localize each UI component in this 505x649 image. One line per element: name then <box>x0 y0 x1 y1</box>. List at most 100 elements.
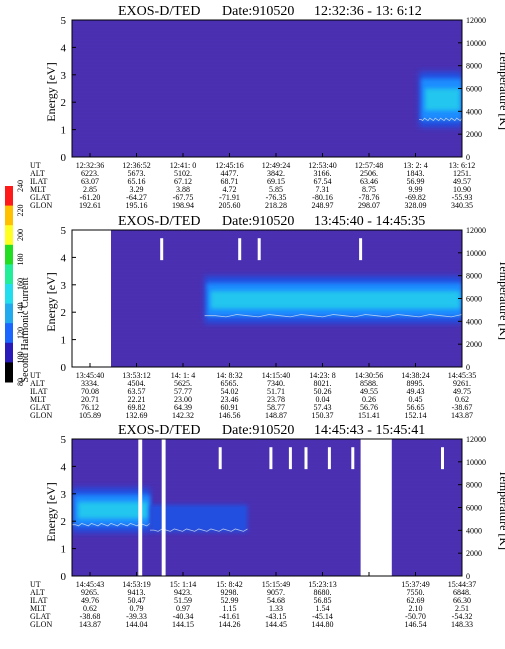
row-value-mlt: 23.46 <box>221 395 239 404</box>
colorbar-label: Second Harmonic Current <box>20 277 31 382</box>
row-value-ut: 14:45:43 <box>76 580 104 589</box>
row-value-mlt: 1.54 <box>316 604 330 613</box>
colorbar-tick-label: 180 <box>16 254 25 266</box>
row-value-alt: 8021. <box>314 379 332 388</box>
colorbar-swatch <box>5 323 13 344</box>
row-value-ilat: 51.59 <box>174 596 192 605</box>
colorbar-swatch <box>5 264 13 285</box>
energy-tick-label: 1 <box>61 335 67 347</box>
energy-tick-label: 2 <box>61 516 67 528</box>
row-label-ilat: ILAT <box>30 387 47 396</box>
energy-tick-label: 0 <box>61 362 67 374</box>
row-value-ilat: 52.99 <box>221 596 239 605</box>
plot-area <box>72 230 462 367</box>
energy-tick-label: 4 <box>61 461 67 473</box>
row-label-ut: UT <box>30 161 41 170</box>
row-value-glat: -38.68 <box>80 612 101 621</box>
temperature-tick-label: 10000 <box>466 39 486 48</box>
energy-tick-label: 2 <box>61 307 67 319</box>
panel-2-y2label: Temperature [K] <box>497 260 505 340</box>
panel-3-date: Date:910520 <box>222 423 294 438</box>
row-value-alt: 6223. <box>81 169 99 178</box>
row-value-glon: 218.28 <box>265 201 287 210</box>
colorbar-tick-label: 160 <box>16 278 25 290</box>
row-value-alt: 8995. <box>407 379 425 388</box>
row-value-ut: 12:45:16 <box>215 161 243 170</box>
row-value-glon: 248.97 <box>312 201 334 210</box>
row-value-ut: 13:45:40 <box>76 371 104 380</box>
energy-tick-label: 2 <box>61 97 67 109</box>
temperature-tick-label: 12000 <box>466 435 486 444</box>
row-label-ut: UT <box>30 580 41 589</box>
temperature-tick-label: 8000 <box>466 481 482 490</box>
row-value-glon: 146.56 <box>219 411 241 420</box>
data-gap <box>138 439 143 576</box>
energy-tick-label: 5 <box>61 434 67 446</box>
row-value-alt: 3166. <box>314 169 332 178</box>
row-label-glon: GLON <box>30 620 52 629</box>
row-value-mlt: 2.10 <box>409 604 423 613</box>
row-value-ilat: 56.85 <box>314 596 332 605</box>
data-gap <box>72 230 111 367</box>
plot-area <box>72 20 462 154</box>
row-value-ilat: 50.47 <box>128 596 146 605</box>
row-value-ilat: 49.76 <box>81 596 99 605</box>
energy-tick-label: 3 <box>61 70 67 82</box>
row-value-glat: -69.82 <box>405 193 426 202</box>
row-value-mlt: 23.00 <box>174 395 192 404</box>
energy-tick-label: 4 <box>61 42 67 54</box>
temperature-tick-label: 10000 <box>466 458 486 467</box>
row-value-mlt: 23.78 <box>267 395 285 404</box>
row-value-ut: 12:32:36 <box>76 161 104 170</box>
colorbar-swatch <box>5 186 13 207</box>
temperature-trace <box>150 528 248 532</box>
row-value-ut: 15:15:49 <box>262 580 290 589</box>
panel-3-ephemeris-table: UT 14:45:43 14:53:19 15: 1:14 15: 8:42 15:15:… <box>30 580 476 629</box>
row-label-mlt: MLT <box>30 185 46 194</box>
row-value-ilat: 67.54 <box>314 177 332 186</box>
row-value-ut: 12:36:52 <box>122 161 150 170</box>
row-value-ilat: 63.07 <box>81 177 99 186</box>
row-value-glat: -76.35 <box>266 193 287 202</box>
data-spike <box>441 447 444 470</box>
row-value-ut: 15:23:13 <box>308 580 336 589</box>
row-value-glon: 105.89 <box>79 411 101 420</box>
row-value-mlt: 3.88 <box>176 185 190 194</box>
panel-3-range: 14:45:43 - 15:45:41 <box>314 423 425 438</box>
row-value-glat: -55.93 <box>452 193 473 202</box>
row-value-ilat: 49.43 <box>407 387 425 396</box>
panel-2-ephemeris-table: UT 13:45:40 13:53:12 14: 1: 4 14: 8:32 14:15:… <box>30 371 476 420</box>
row-value-alt: 3334. <box>81 379 99 388</box>
energy-tick-label: 5 <box>61 15 67 27</box>
row-value-ut: 14:23: 8 <box>309 371 335 380</box>
row-value-ut: 12:41: 0 <box>170 161 196 170</box>
row-value-glat: -80.16 <box>312 193 333 202</box>
plot-area <box>72 439 462 576</box>
row-value-alt: 8588. <box>360 379 378 388</box>
colorbar-swatch <box>5 303 13 324</box>
row-value-ut: 14: 1: 4 <box>171 371 195 380</box>
colorbar-tick-label: 240 <box>16 180 25 192</box>
panel-1-ephemeris-table: UT 12:32:36 12:36:52 12:41: 0 12:45:16 12:49:… <box>30 161 475 210</box>
row-value-mlt: 0.62 <box>83 604 97 613</box>
row-label-ilat: ILAT <box>30 177 47 186</box>
row-value-ut: 15:37:49 <box>401 580 429 589</box>
energy-tick-label: 4 <box>61 252 67 264</box>
panel-1-date: Date:910520 <box>222 4 294 19</box>
colorbar-swatches <box>5 186 13 383</box>
temperature-tick-label: 2000 <box>466 340 482 349</box>
row-label-ilat: ILAT <box>30 596 47 605</box>
row-value-alt: 5673. <box>128 169 146 178</box>
energy-tick-label: 0 <box>61 571 67 583</box>
row-value-ut: 12:53:40 <box>308 161 336 170</box>
row-value-ilat: 68.71 <box>221 177 239 186</box>
panel-1-y2label: Temperature [K] <box>497 50 505 130</box>
energy-tick-label: 1 <box>61 125 67 137</box>
row-value-alt: 6565. <box>221 379 239 388</box>
panel-2-range: 13:45:40 - 14:45:35 <box>314 214 425 229</box>
colorbar-swatch <box>5 362 13 383</box>
energy-band-core <box>210 290 460 309</box>
row-value-ut: 14:15:40 <box>262 371 290 380</box>
energy-band <box>150 504 248 533</box>
row-value-ut: 15:44:37 <box>448 580 476 589</box>
